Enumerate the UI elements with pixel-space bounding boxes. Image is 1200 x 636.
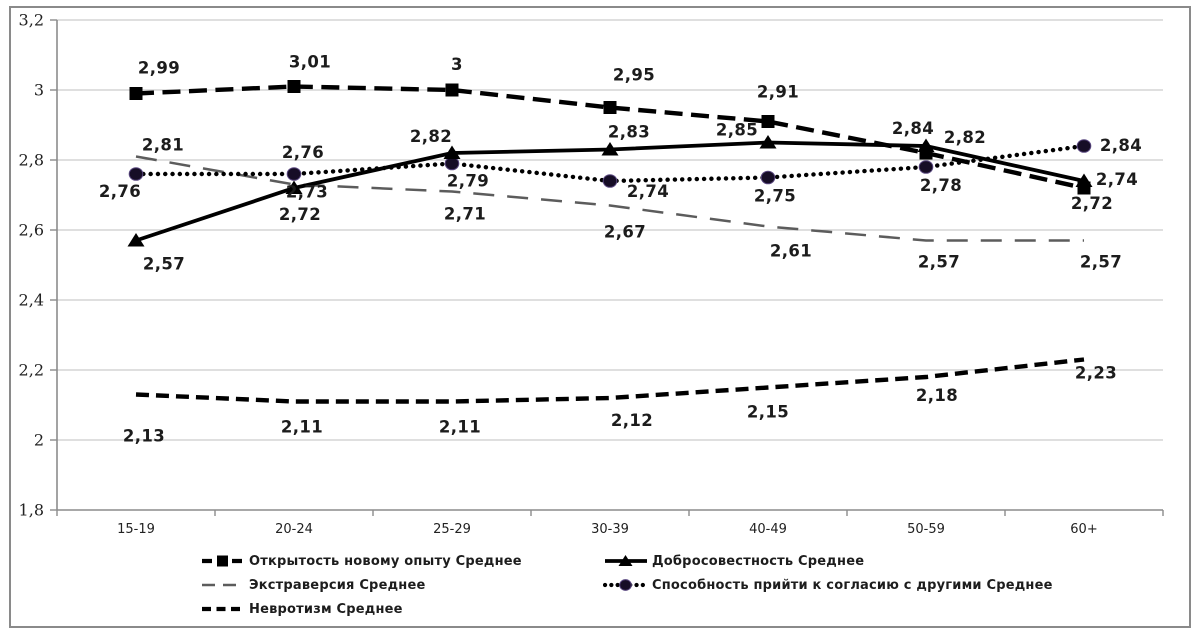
data-label-extraversion-40-49: 2,61 <box>770 242 812 261</box>
x-tick-label: 40-49 <box>749 522 787 537</box>
data-label-agreeableness-40-49: 2,75 <box>754 187 796 206</box>
data-label-neuroticism-25-29: 2,11 <box>439 418 481 437</box>
data-label-conscientiousness-60+: 2,74 <box>1096 170 1138 189</box>
data-label-openness-40-49: 2,91 <box>757 83 799 102</box>
x-tick-label: 50-59 <box>907 522 945 537</box>
data-label-neuroticism-50-59: 2,18 <box>916 386 958 405</box>
data-label-agreeableness-15-19: 2,76 <box>99 182 141 201</box>
data-label-extraversion-30-39: 2,67 <box>604 223 646 242</box>
axes <box>50 19 1164 516</box>
data-label-neuroticism-30-39: 2,12 <box>611 411 653 430</box>
data-label-agreeableness-30-39: 2,74 <box>627 182 669 201</box>
data-label-openness-15-19: 2,99 <box>138 59 180 78</box>
data-label-agreeableness-20-24: 2,76 <box>282 143 324 162</box>
data-label-extraversion-20-24: 2,73 <box>286 183 328 202</box>
x-tick-label: 30-39 <box>591 522 629 537</box>
series-agreeableness-markers <box>128 139 1092 188</box>
data-label-conscientiousness-15-19: 2,57 <box>143 255 185 274</box>
data-label-neuroticism-60+: 2,23 <box>1075 364 1117 383</box>
data-label-openness-50-59: 2,82 <box>944 128 986 147</box>
y-tick-label: 3,2 <box>19 11 44 30</box>
y-tick-label: 2,8 <box>19 151 44 170</box>
y-tick-label: 2,4 <box>19 291 44 310</box>
y-tick-label: 3 <box>34 81 44 100</box>
y-tick-label: 2,6 <box>19 221 44 240</box>
series-conscientiousness-markers <box>127 135 1093 247</box>
data-label-agreeableness-25-29: 2,79 <box>447 172 489 191</box>
data-label-neuroticism-40-49: 2,15 <box>747 403 789 422</box>
y-tick-label: 2 <box>34 431 44 450</box>
series-extraversion-line <box>135 155 1084 242</box>
x-axis-labels: 15-19 20-24 25-29 30-39 40-49 50-59 60+ <box>117 522 1098 537</box>
series-conscientiousness-labels: 2,57 2,72 2,82 2,83 2,85 2,84 2,74 <box>143 119 1138 274</box>
y-tick-label: 2,2 <box>19 361 44 380</box>
x-tick-label: 20-24 <box>275 522 313 537</box>
y-tick-label: 1,8 <box>19 501 44 520</box>
series-extraversion-labels: 2,81 2,73 2,71 2,67 2,61 2,57 2,57 <box>142 136 1122 272</box>
data-label-extraversion-25-29: 2,71 <box>444 205 486 224</box>
data-label-neuroticism-20-24: 2,11 <box>281 418 323 437</box>
chart-frame-border <box>9 6 1191 628</box>
data-label-conscientiousness-20-24: 2,72 <box>279 205 321 224</box>
data-label-conscientiousness-30-39: 2,83 <box>608 123 650 142</box>
data-label-openness-20-24: 3,01 <box>289 53 331 72</box>
data-label-openness-30-39: 2,95 <box>613 66 655 85</box>
data-label-conscientiousness-25-29: 2,82 <box>410 127 452 146</box>
data-label-openness-25-29: 3 <box>451 55 463 74</box>
x-tick-label: 25-29 <box>433 522 471 537</box>
data-label-extraversion-60+: 2,57 <box>1080 253 1122 272</box>
series-agreeableness-labels: 2,76 2,76 2,79 2,74 2,75 2,78 2,84 <box>99 136 1142 206</box>
series-neuroticism-labels: 2,13 2,11 2,11 2,12 2,15 2,18 2,23 <box>123 364 1117 446</box>
data-label-neuroticism-15-19: 2,13 <box>123 427 165 446</box>
y-axis-labels: 1,8 2 2,2 2,4 2,6 2,8 3 3,2 <box>19 11 44 520</box>
data-label-agreeableness-60+: 2,84 <box>1100 136 1142 155</box>
series-neuroticism-line <box>135 357 1085 404</box>
x-tick-label: 15-19 <box>117 522 155 537</box>
data-label-extraversion-15-19: 2,81 <box>142 136 184 155</box>
series-openness-labels: 2,99 3,01 3 2,95 2,91 2,82 2,72 <box>138 53 1113 214</box>
data-label-conscientiousness-50-59: 2,84 <box>892 119 934 138</box>
data-label-openness-60+: 2,72 <box>1071 194 1113 213</box>
data-label-extraversion-50-59: 2,57 <box>918 253 960 272</box>
data-label-agreeableness-50-59: 2,78 <box>920 176 962 195</box>
x-tick-label: 60+ <box>1070 522 1097 537</box>
data-label-conscientiousness-40-49: 2,85 <box>716 121 758 140</box>
